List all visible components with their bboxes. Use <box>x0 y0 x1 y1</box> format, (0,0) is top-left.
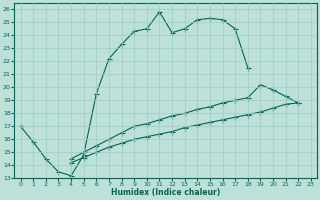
X-axis label: Humidex (Indice chaleur): Humidex (Indice chaleur) <box>111 188 220 197</box>
